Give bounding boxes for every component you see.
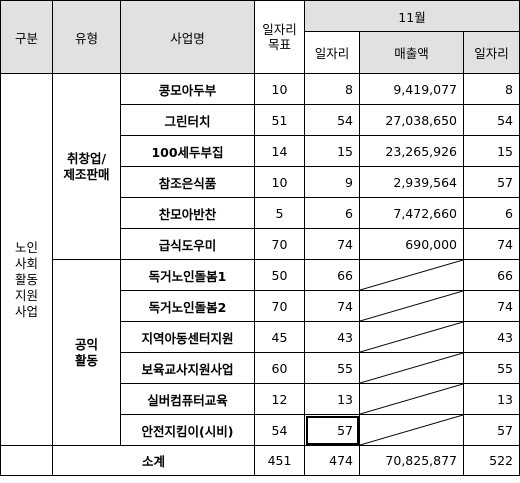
jobs-2: 57 [463,166,520,198]
jobs: 15 [304,135,360,167]
jobs-selected-cell[interactable]: 57 [304,414,360,446]
header-project-name: 사업명 [120,0,255,74]
project-name: 안전지킴이(시비) [120,414,255,446]
jobs: 74 [304,290,360,322]
header-revenue: 매출액 [359,31,464,74]
diagonal-slash [360,260,463,290]
jobs-target: 5 [254,197,305,229]
jobs-target: 45 [254,321,305,353]
jobs-target: 70 [254,290,305,322]
project-name: 급식도우미 [120,228,255,260]
revenue-not-applicable [359,383,464,415]
jobs-target: 10 [254,166,305,198]
project-name: 100세두부집 [120,135,255,167]
project-name: 보육교사지원사업 [120,352,255,384]
jobs: 13 [304,383,360,415]
jobs-target: 12 [254,383,305,415]
subtotal-blank [0,445,53,476]
header-jobs: 일자리 [304,31,360,74]
header-month: 11월 [304,0,520,32]
jobs-2: 66 [463,259,520,291]
category-label: 노인 사회 활동 지원 사업 [14,239,38,319]
jobs-2: 13 [463,383,520,415]
header-type: 유형 [52,0,121,74]
revenue-not-applicable [359,290,464,322]
project-name: 참조은식품 [120,166,255,198]
revenue-not-applicable [359,414,464,446]
revenue: 690,000 [359,228,464,260]
jobs-target: 70 [254,228,305,260]
header-category: 구분 [0,0,53,74]
jobs-2: 43 [463,321,520,353]
jobs: 9 [304,166,360,198]
jobs-2: 74 [463,228,520,260]
diagonal-slash [360,322,463,352]
jobs: 66 [304,259,360,291]
diagonal-slash [360,353,463,383]
type-label-public-service: 공익 활동 [74,336,98,368]
type-cell-manufacturing: 취창업/ 제조판매 [52,73,121,260]
diagonal-slash [360,291,463,321]
jobs-2: 8 [463,73,520,105]
diagonal-slash [360,415,463,445]
subtotal-revenue: 70,825,877 [359,445,464,476]
subtotal-jobs: 474 [304,445,360,476]
subtotal-target: 451 [254,445,305,476]
project-name: 찬모아반찬 [120,197,255,229]
jobs-target: 51 [254,104,305,136]
project-name: 그린터치 [120,104,255,136]
type-cell-public-service: 공익 활동 [52,259,121,446]
jobs-2: 54 [463,104,520,136]
subtotal-jobs-2: 522 [463,445,520,476]
header-jobs-target: 일자리 목표 [254,0,305,74]
revenue: 27,038,650 [359,104,464,136]
header-jobs-target-text: 일자리 목표 [262,22,297,52]
jobs-target: 10 [254,73,305,105]
revenue-not-applicable [359,352,464,384]
jobs-2: 6 [463,197,520,229]
jobs: 55 [304,352,360,384]
jobs-target: 14 [254,135,305,167]
jobs-target: 50 [254,259,305,291]
header-jobs-2: 일자리 [463,31,520,74]
project-name: 콩모아두부 [120,73,255,105]
jobs-2: 15 [463,135,520,167]
type-label-manufacturing: 취창업/ 제조판매 [63,150,110,182]
revenue: 23,265,926 [359,135,464,167]
project-name: 독거노인돌봄1 [120,259,255,291]
revenue-not-applicable [359,259,464,291]
jobs-2: 57 [463,414,520,446]
jobs: 6 [304,197,360,229]
jobs-2: 74 [463,290,520,322]
jobs: 54 [304,104,360,136]
jobs: 8 [304,73,360,105]
project-name: 독거노인돌봄2 [120,290,255,322]
project-name: 실버컴퓨터교육 [120,383,255,415]
diagonal-slash [360,384,463,414]
subtotal-label: 소계 [52,445,255,476]
revenue-not-applicable [359,321,464,353]
category-cell: 노인 사회 활동 지원 사업 [0,73,53,446]
jobs: 43 [304,321,360,353]
revenue: 7,472,660 [359,197,464,229]
jobs-target: 60 [254,352,305,384]
revenue: 2,939,564 [359,166,464,198]
revenue: 9,419,077 [359,73,464,105]
jobs: 74 [304,228,360,260]
jobs-2: 55 [463,352,520,384]
jobs-target: 54 [254,414,305,446]
project-name: 지역아동센터지원 [120,321,255,353]
